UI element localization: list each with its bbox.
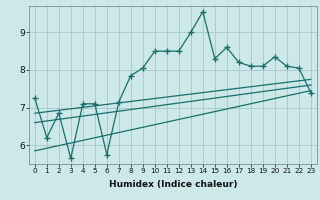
X-axis label: Humidex (Indice chaleur): Humidex (Indice chaleur) xyxy=(108,180,237,189)
